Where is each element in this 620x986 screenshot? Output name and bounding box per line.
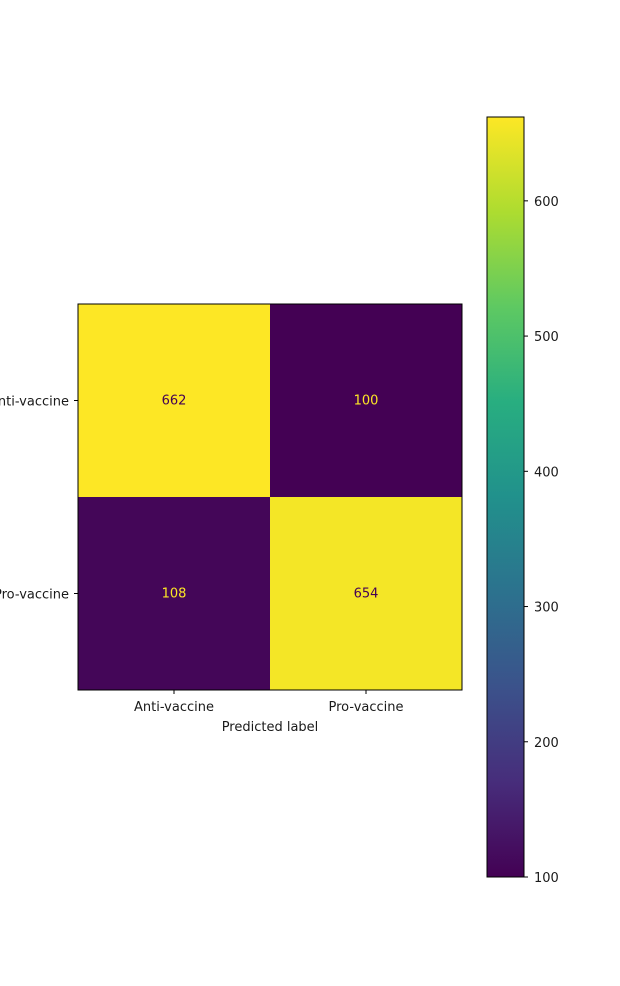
matrix-cell [270, 304, 462, 497]
matrix-annotations: 662 100 108 654 [162, 394, 379, 602]
colorbar-tick-label: 100 [534, 871, 559, 886]
colorbar-axis: 100 200 300 400 500 600 [524, 195, 559, 886]
colorbar-tick-label: 400 [534, 465, 559, 480]
colorbar-tick-label: 500 [534, 330, 559, 345]
cell-value-label: 654 [354, 587, 379, 602]
y-axis: Anti-vaccine Pro-vaccine [0, 395, 78, 603]
cell-value-label: 100 [354, 394, 379, 409]
cell-value-label: 662 [162, 394, 187, 409]
x-axis: Anti-vaccine Pro-vaccine [134, 690, 404, 715]
matrix-cells [78, 304, 462, 690]
colorbar-tick-label: 200 [534, 736, 559, 751]
y-tick-label: Pro-vaccine [0, 588, 69, 603]
x-tick-label: Pro-vaccine [328, 700, 403, 715]
x-axis-title: Predicted label [222, 720, 319, 735]
y-tick-label: Anti-vaccine [0, 395, 69, 410]
colorbar-tick-label: 600 [534, 195, 559, 210]
matrix-cell [78, 304, 270, 497]
matrix-cell [78, 497, 270, 690]
matrix-cell [270, 497, 462, 690]
cell-value-label: 108 [162, 587, 187, 602]
matrix-frame [77, 303, 463, 691]
x-tick-label: Anti-vaccine [134, 700, 214, 715]
colorbar [486, 116, 525, 878]
colorbar-tick-label: 300 [534, 601, 559, 616]
